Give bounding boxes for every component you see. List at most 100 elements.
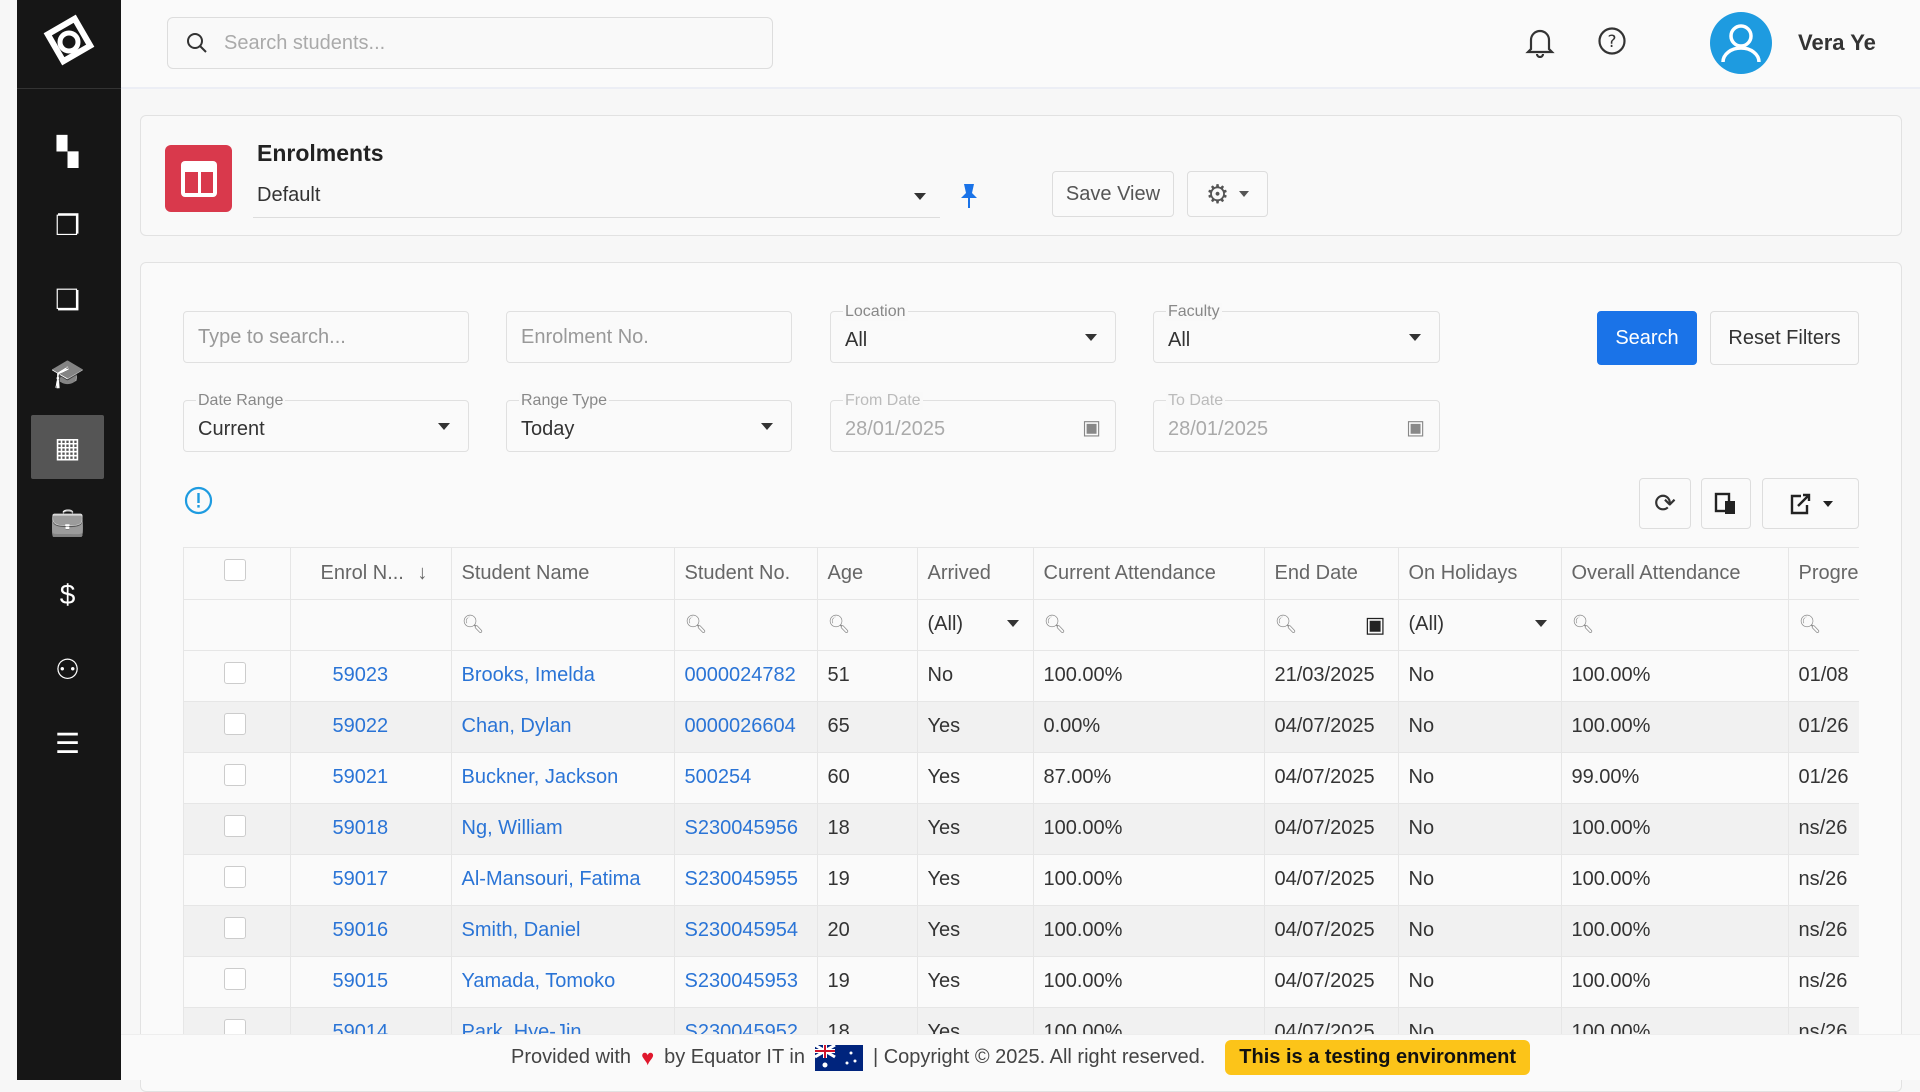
sidebar-item[interactable]: ▦ <box>31 415 104 479</box>
column-header[interactable]: Enrol N... ↓ <box>290 548 452 600</box>
help-icon[interactable]: ? <box>1597 26 1627 56</box>
table-row[interactable]: 59018 Ng, William S230045956 18 Yes 100.00% 04… <box>184 803 1859 855</box>
column-header[interactable]: Age <box>817 548 918 600</box>
table-row[interactable]: 59017 Al-Mansouri, Fatima S230045955 19 Yes 1… <box>184 854 1859 906</box>
column-header[interactable]: Arrived <box>917 548 1034 600</box>
row-checkbox[interactable] <box>224 661 246 684</box>
cell-link[interactable]: 59016 <box>332 919 389 941</box>
column-filter[interactable]: 🔍︎ <box>1561 599 1789 651</box>
column-header[interactable]: End Date <box>1264 548 1399 600</box>
sidebar-item[interactable]: 💼 <box>31 489 104 553</box>
refresh-button[interactable]: ⟳ <box>1639 478 1691 529</box>
cell-link[interactable]: S230045953 <box>684 970 798 992</box>
table-row[interactable]: 59015 Yamada, Tomoko S230045953 19 Yes 100.00… <box>184 956 1859 1008</box>
column-filter[interactable]: 🔍︎ <box>1788 599 1859 651</box>
column-filter[interactable]: 🔍︎ ▣ <box>1264 599 1399 651</box>
sidebar-item[interactable]: 🎓 <box>31 341 104 405</box>
column-chooser-button[interactable] <box>1701 478 1751 529</box>
cell-link[interactable]: 59014 <box>332 1021 389 1034</box>
cell-link[interactable]: 59022 <box>332 715 389 737</box>
range-type-select[interactable]: Range Type Today <box>506 392 792 452</box>
table-row[interactable]: 59022 Chan, Dylan 0000026604 65 Yes 0.00% 04/0… <box>184 701 1859 753</box>
cell-link[interactable]: 0000024782 <box>684 664 796 686</box>
cell-link[interactable]: S230045955 <box>684 868 798 890</box>
cell-link[interactable]: 59015 <box>332 970 389 992</box>
row-checkbox[interactable] <box>224 967 246 990</box>
avatar[interactable] <box>1710 12 1772 74</box>
enrolment-no-input[interactable]: Enrolment No. <box>506 311 792 363</box>
column-filter[interactable]: 🔍︎ <box>674 599 818 651</box>
sidebar-item[interactable]: ☰ <box>31 711 104 775</box>
column-header[interactable]: Student No. <box>674 548 818 600</box>
sort-desc-icon[interactable]: ↓ <box>411 561 428 584</box>
cell-link[interactable]: 59018 <box>332 817 389 839</box>
cell-link[interactable]: 0000026604 <box>684 715 796 737</box>
bell-icon[interactable] <box>1525 26 1555 58</box>
table-row[interactable]: 59014 Park, Hye-Jin S230045952 18 Yes 100.00%… <box>184 1007 1859 1034</box>
column-filter[interactable] <box>290 599 452 651</box>
cell-link[interactable]: 500254 <box>684 766 752 788</box>
copy-icon: ❏ <box>54 283 81 315</box>
row-checkbox[interactable] <box>224 763 246 786</box>
select-all-checkbox[interactable] <box>224 559 246 582</box>
table-row[interactable]: 59021 Buckner, Jackson 500254 60 Yes 87.00% 04… <box>184 752 1859 804</box>
cell-link[interactable]: S230045954 <box>684 919 798 941</box>
cell-link[interactable]: Al-Mansouri, Fatima <box>461 868 641 890</box>
cell-link[interactable]: 59017 <box>332 868 389 890</box>
column-header[interactable]: Overall Attendance <box>1561 548 1789 600</box>
reset-filters-button[interactable]: Reset Filters <box>1710 311 1859 365</box>
export-button[interactable] <box>1762 478 1859 529</box>
cell-link[interactable]: Smith, Daniel <box>461 919 581 941</box>
from-date-input[interactable]: From Date 28/01/2025 ▣ <box>830 392 1116 452</box>
cell-link[interactable]: 59023 <box>332 664 389 686</box>
cell-link[interactable]: Buckner, Jackson <box>461 766 619 788</box>
sidebar-item[interactable]: ▚ <box>31 119 104 183</box>
column-header[interactable]: On Holidays <box>1398 548 1562 600</box>
calendar-icon[interactable]: ▣ <box>1364 611 1386 637</box>
faculty-select[interactable]: Faculty All <box>1153 303 1440 363</box>
table-row[interactable]: 59016 Smith, Daniel S230045954 20 Yes 100.00%… <box>184 905 1859 957</box>
cell-link[interactable]: Ng, William <box>461 817 563 839</box>
row-checkbox[interactable] <box>224 1018 246 1034</box>
search-button[interactable]: Search <box>1597 311 1697 365</box>
view-select[interactable]: Default <box>253 176 940 218</box>
column-filter[interactable]: 🔍︎ <box>451 599 675 651</box>
table-row[interactable]: 59023 Brooks, Imelda 0000024782 51 No 100.00%… <box>184 650 1859 702</box>
info-icon[interactable] <box>184 486 213 515</box>
pin-icon[interactable] <box>959 182 979 210</box>
column-filter[interactable]: 🔍︎ <box>817 599 918 651</box>
sidebar-item[interactable]: ❏ <box>31 267 104 331</box>
column-filter[interactable]: (All) <box>1398 599 1562 651</box>
cell-link[interactable]: Park, Hye-Jin <box>461 1021 582 1034</box>
column-filter[interactable]: (All) <box>917 599 1034 651</box>
row-checkbox[interactable] <box>224 865 246 888</box>
cell-link[interactable]: 59021 <box>332 766 389 788</box>
cell-link[interactable]: Yamada, Tomoko <box>461 970 616 992</box>
user-name[interactable]: Vera Ye <box>1798 30 1876 55</box>
cell-link[interactable]: S230045952 <box>684 1021 798 1034</box>
column-header[interactable]: Progre <box>1788 548 1859 600</box>
row-checkbox[interactable] <box>224 712 246 735</box>
text-search-input[interactable]: Type to search... <box>183 311 469 363</box>
column-header[interactable]: Current Attendance <box>1033 548 1265 600</box>
column-header[interactable]: Student Name <box>451 548 675 600</box>
sidebar-item[interactable]: $ <box>31 563 104 627</box>
save-view-button[interactable]: Save View <box>1052 171 1174 217</box>
row-checkbox[interactable] <box>224 814 246 837</box>
location-select[interactable]: Location All <box>830 303 1116 363</box>
calendar-icon[interactable]: ▣ <box>1082 417 1101 439</box>
column-filter[interactable]: 🔍︎ <box>1033 599 1265 651</box>
student-search[interactable]: Search students... <box>167 17 773 69</box>
cell-link[interactable]: Brooks, Imelda <box>461 664 595 686</box>
to-date-input[interactable]: To Date 28/01/2025 ▣ <box>1153 392 1440 452</box>
app-logo[interactable] <box>17 0 121 89</box>
calendar-icon[interactable]: ▣ <box>1406 417 1425 439</box>
row-checkbox[interactable] <box>224 916 246 939</box>
settings-button[interactable]: ⚙ <box>1187 171 1268 217</box>
sidebar-item[interactable]: ❐ <box>31 193 104 257</box>
table-cell: 100.00% <box>1033 905 1265 957</box>
date-range-select[interactable]: Date Range Current <box>183 392 469 452</box>
cell-link[interactable]: Chan, Dylan <box>461 715 572 737</box>
sidebar-item[interactable]: ⚇ <box>31 637 104 701</box>
cell-link[interactable]: S230045956 <box>684 817 798 839</box>
